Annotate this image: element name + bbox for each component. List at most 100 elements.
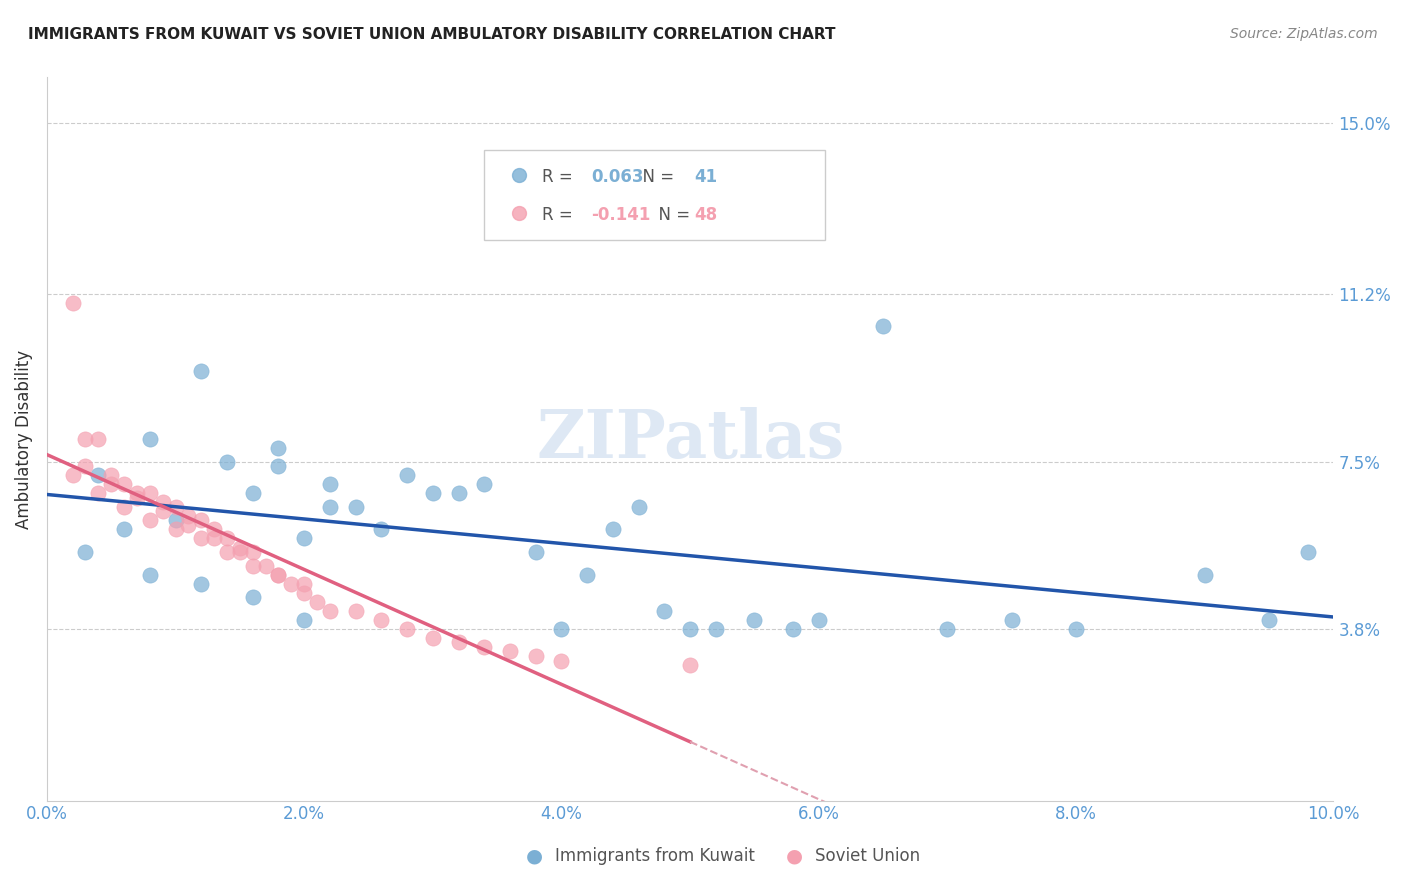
Text: ●: ● [786, 847, 803, 866]
Point [254, 558, 277, 573]
Text: Soviet Union: Soviet Union [815, 847, 921, 865]
Point [152, 504, 174, 518]
Text: ●: ● [526, 847, 543, 866]
Point [1194, 567, 1216, 582]
Text: 48: 48 [695, 206, 717, 224]
Point [112, 523, 135, 537]
Point [139, 567, 162, 582]
Point [190, 364, 212, 378]
Point [87, 468, 110, 483]
Point [242, 558, 264, 573]
Point [125, 486, 148, 500]
Point [242, 545, 264, 559]
Point [75, 545, 97, 559]
Point [447, 635, 470, 649]
Point [229, 545, 252, 559]
Point [576, 567, 599, 582]
Point [165, 523, 187, 537]
Point [472, 477, 495, 491]
Point [807, 613, 830, 627]
Point [602, 523, 624, 537]
Point [370, 523, 392, 537]
Point [267, 567, 290, 582]
Point [422, 631, 444, 645]
Point [319, 477, 342, 491]
Point [75, 432, 97, 446]
Point [1258, 613, 1281, 627]
Point [936, 622, 959, 636]
Text: R =: R = [543, 206, 578, 224]
Point [319, 604, 342, 618]
Point [215, 532, 238, 546]
Point [550, 653, 572, 667]
Point [370, 613, 392, 627]
Point [215, 545, 238, 559]
Point [292, 585, 315, 599]
Point [87, 486, 110, 500]
Point [139, 432, 162, 446]
Point [190, 576, 212, 591]
Point [165, 500, 187, 514]
Point [112, 500, 135, 514]
Point [550, 622, 572, 636]
Point [292, 532, 315, 546]
Point [100, 477, 122, 491]
Point [292, 576, 315, 591]
Point [499, 644, 522, 658]
Point [190, 513, 212, 527]
Point [165, 513, 187, 527]
Point [524, 648, 547, 663]
Point [139, 486, 162, 500]
Point [447, 486, 470, 500]
Point [872, 319, 894, 334]
Point [267, 441, 290, 455]
Point [190, 532, 212, 546]
Point [202, 532, 225, 546]
Point [744, 613, 766, 627]
Point [267, 459, 290, 474]
Text: 0.063: 0.063 [591, 169, 644, 186]
Point [177, 508, 200, 523]
Point [422, 486, 444, 500]
Point [267, 567, 290, 582]
Point [396, 622, 419, 636]
Point [202, 523, 225, 537]
Point [319, 500, 342, 514]
FancyBboxPatch shape [484, 150, 825, 240]
Point [524, 545, 547, 559]
Point [125, 491, 148, 505]
Point [280, 576, 302, 591]
Point [472, 640, 495, 654]
Point [679, 622, 702, 636]
Point [87, 432, 110, 446]
Text: ZIPatlas: ZIPatlas [536, 407, 844, 472]
Point [1296, 545, 1319, 559]
Point [1001, 613, 1024, 627]
Text: IMMIGRANTS FROM KUWAIT VS SOVIET UNION AMBULATORY DISABILITY CORRELATION CHART: IMMIGRANTS FROM KUWAIT VS SOVIET UNION A… [28, 27, 835, 42]
Point [242, 591, 264, 605]
Point [344, 500, 367, 514]
Point [177, 517, 200, 532]
Point [704, 622, 727, 636]
Point [654, 604, 676, 618]
Text: Immigrants from Kuwait: Immigrants from Kuwait [555, 847, 755, 865]
Text: N =: N = [648, 206, 695, 224]
Point [152, 495, 174, 509]
Point [782, 622, 804, 636]
Text: Source: ZipAtlas.com: Source: ZipAtlas.com [1230, 27, 1378, 41]
Text: -0.141: -0.141 [591, 206, 651, 224]
Point [62, 468, 84, 483]
Point [100, 468, 122, 483]
Point [679, 658, 702, 673]
Text: 41: 41 [695, 169, 717, 186]
Point [292, 613, 315, 627]
Point [307, 595, 329, 609]
Point [627, 500, 650, 514]
Text: R =: R = [543, 169, 578, 186]
Point [344, 604, 367, 618]
Point [1064, 622, 1087, 636]
Point [229, 541, 252, 555]
Text: N =: N = [633, 169, 679, 186]
Point [215, 455, 238, 469]
Point [75, 459, 97, 474]
